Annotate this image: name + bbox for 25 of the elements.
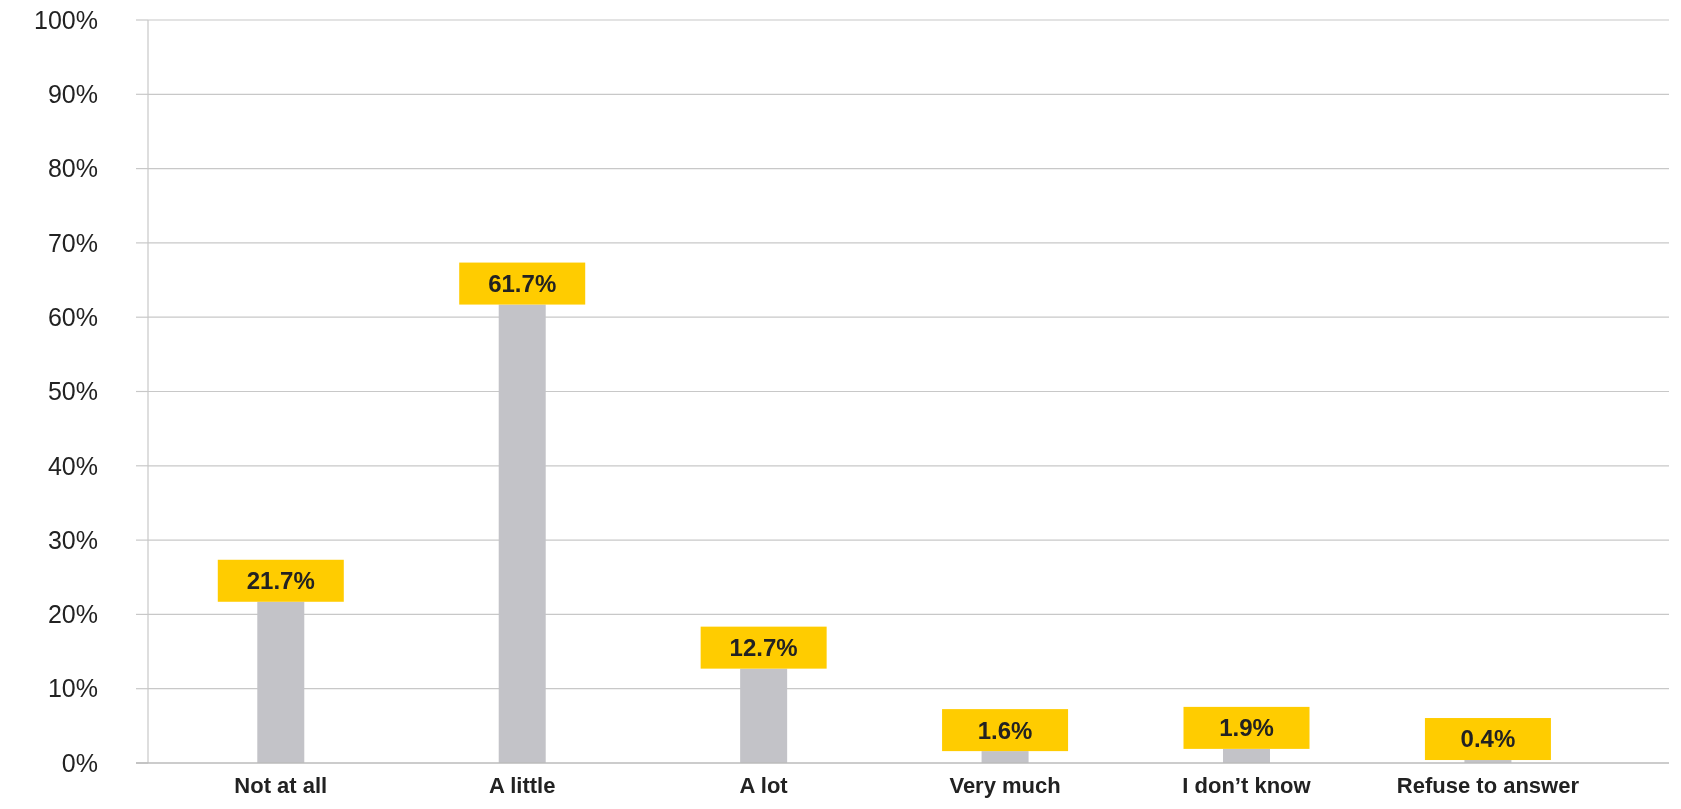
x-tick-label: I don’t know xyxy=(1182,773,1312,798)
y-tick-label: 0% xyxy=(61,748,98,777)
x-tick-label: Not at all xyxy=(234,773,328,798)
data-label: 12.7% xyxy=(729,634,798,662)
data-label: 0.4% xyxy=(1460,725,1516,753)
y-tick-label: 80% xyxy=(47,154,98,183)
y-tick-label: 100% xyxy=(34,5,98,34)
x-tick-label: Refuse to answer xyxy=(1396,773,1580,798)
y-tick-label: 90% xyxy=(47,80,98,109)
data-label: 1.6% xyxy=(977,716,1033,744)
x-tick-label: A lot xyxy=(739,773,789,798)
data-label: 1.9% xyxy=(1219,714,1274,742)
data-label: 61.7% xyxy=(488,269,557,297)
y-tick-label: 70% xyxy=(47,228,98,257)
bar xyxy=(1223,748,1270,763)
y-tick-label: 40% xyxy=(47,451,98,480)
y-tick-label: 60% xyxy=(47,302,98,331)
y-tick-label: 50% xyxy=(47,377,98,406)
x-tick-label: A little xyxy=(489,773,556,798)
data-label: 21.7% xyxy=(246,567,315,595)
y-tick-label: 30% xyxy=(47,525,98,554)
y-tick-label: 10% xyxy=(47,674,98,703)
y-tick-label: 20% xyxy=(47,600,98,629)
bar xyxy=(981,751,1029,763)
x-tick-label: Very much xyxy=(949,773,1061,798)
